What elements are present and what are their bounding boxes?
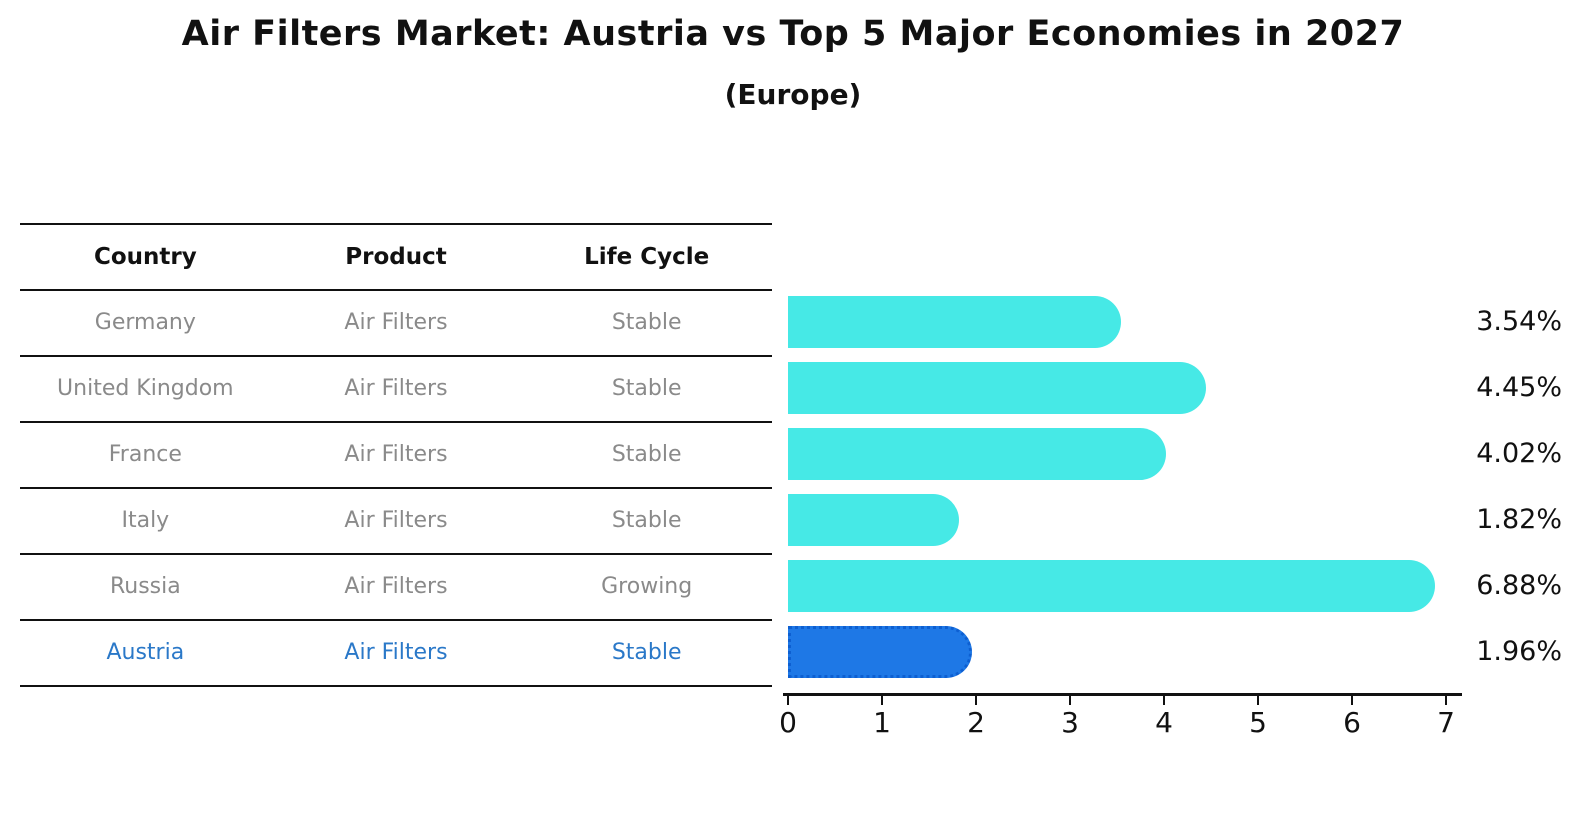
- bar-row-france: [788, 421, 1446, 487]
- tick-label: 6: [1343, 706, 1361, 739]
- tick-mark: [881, 696, 883, 705]
- cell-product: Air Filters: [344, 508, 448, 533]
- table-row-france: France Air Filters Stable: [20, 423, 772, 489]
- header-cell-life-cycle: Life Cycle: [584, 244, 710, 270]
- tick-mark: [1069, 696, 1071, 705]
- bar-row-germany: [788, 289, 1446, 355]
- table-row-russia: Russia Air Filters Growing: [20, 555, 772, 621]
- value-label-austria: 1.96%: [1476, 636, 1562, 667]
- page-title: Air Filters Market: Austria vs Top 5 Maj…: [181, 14, 1405, 54]
- bar-austria-highlighted: [788, 626, 973, 678]
- value-label-russia: 6.88%: [1476, 570, 1562, 601]
- cell-life-cycle: Stable: [611, 442, 682, 467]
- bar-row-italy: [788, 487, 1446, 553]
- cell-country: France: [108, 442, 182, 467]
- value-label-germany: 3.54%: [1476, 306, 1562, 337]
- value-label-column: 3.54% 4.45% 4.02% 1.82% 6.88% 1.96%: [1452, 289, 1562, 685]
- tick-label: 5: [1249, 706, 1267, 739]
- tick-label: 7: [1437, 706, 1455, 739]
- tick-label: 3: [1061, 706, 1079, 739]
- cell-life-cycle: Stable: [611, 376, 682, 401]
- bar-chart: [788, 289, 1446, 685]
- value-label-italy: 1.82%: [1476, 504, 1562, 535]
- cell-country: United Kingdom: [57, 376, 234, 401]
- value-label-united-kingdom: 4.45%: [1476, 372, 1562, 403]
- cell-country: Germany: [94, 310, 196, 335]
- table-header-row: Country Product Life Cycle: [20, 225, 772, 291]
- x-axis: 0 1 2 3 4 5 6 7: [779, 696, 1455, 746]
- tick-label: 2: [967, 706, 985, 739]
- cell-country: Russia: [109, 574, 181, 599]
- bar-france: [788, 428, 1166, 480]
- bar-germany: [788, 296, 1121, 348]
- bar-russia: [788, 560, 1435, 612]
- header-cell-country: Country: [93, 244, 197, 270]
- tick-label: 0: [779, 706, 797, 739]
- tick-mark: [975, 696, 977, 705]
- cell-country: Italy: [121, 508, 170, 533]
- cell-country: Austria: [106, 640, 185, 665]
- tick-mark: [1445, 696, 1447, 705]
- table-row-austria: Austria Air Filters Stable: [20, 621, 772, 687]
- tick-label: 4: [1155, 706, 1173, 739]
- cell-life-cycle: Stable: [611, 640, 682, 665]
- bar-row-russia: [788, 553, 1446, 619]
- tick-mark: [1257, 696, 1259, 705]
- table-row-germany: Germany Air Filters Stable: [20, 291, 772, 357]
- cell-product: Air Filters: [344, 640, 448, 665]
- cell-product: Air Filters: [344, 442, 448, 467]
- cell-life-cycle: Stable: [611, 310, 682, 335]
- table-row-italy: Italy Air Filters Stable: [20, 489, 772, 555]
- cell-product: Air Filters: [344, 376, 448, 401]
- bar-row-united-kingdom: [788, 355, 1446, 421]
- bar-united-kingdom: [788, 362, 1207, 414]
- data-table: Country Product Life Cycle Germany Air F…: [20, 223, 772, 687]
- cell-life-cycle: Growing: [601, 574, 693, 599]
- x-axis-line: [783, 693, 1462, 696]
- tick-mark: [787, 696, 789, 705]
- table-row-united-kingdom: United Kingdom Air Filters Stable: [20, 357, 772, 423]
- cell-product: Air Filters: [344, 574, 448, 599]
- tick-mark: [1163, 696, 1165, 705]
- cell-life-cycle: Stable: [611, 508, 682, 533]
- tick-label: 1: [873, 706, 891, 739]
- tick-mark: [1351, 696, 1353, 705]
- bar-row-austria: [788, 619, 1446, 685]
- header-cell-product: Product: [345, 244, 447, 270]
- value-label-france: 4.02%: [1476, 438, 1562, 469]
- page-subtitle: (Europe): [724, 78, 862, 111]
- bar-italy: [788, 494, 960, 546]
- cell-product: Air Filters: [344, 310, 448, 335]
